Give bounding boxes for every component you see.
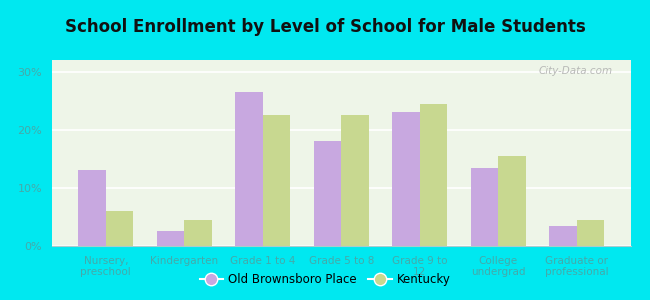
Bar xyxy=(392,112,420,246)
Text: City-Data.com: City-Data.com xyxy=(539,66,613,76)
Bar xyxy=(471,167,499,246)
Bar xyxy=(420,103,447,246)
Bar xyxy=(341,115,369,246)
Bar xyxy=(157,232,184,246)
Bar xyxy=(235,92,263,246)
Bar xyxy=(499,156,526,246)
Legend: Old Brownsboro Place, Kentucky: Old Brownsboro Place, Kentucky xyxy=(195,269,455,291)
Bar xyxy=(78,170,106,246)
Bar xyxy=(106,211,133,246)
Text: School Enrollment by Level of School for Male Students: School Enrollment by Level of School for… xyxy=(64,18,586,36)
Bar xyxy=(549,226,577,246)
Bar xyxy=(263,115,291,246)
Bar xyxy=(314,141,341,246)
Bar xyxy=(184,220,212,246)
Bar xyxy=(577,220,604,246)
